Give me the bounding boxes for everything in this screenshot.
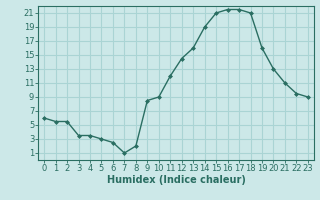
- X-axis label: Humidex (Indice chaleur): Humidex (Indice chaleur): [107, 175, 245, 185]
